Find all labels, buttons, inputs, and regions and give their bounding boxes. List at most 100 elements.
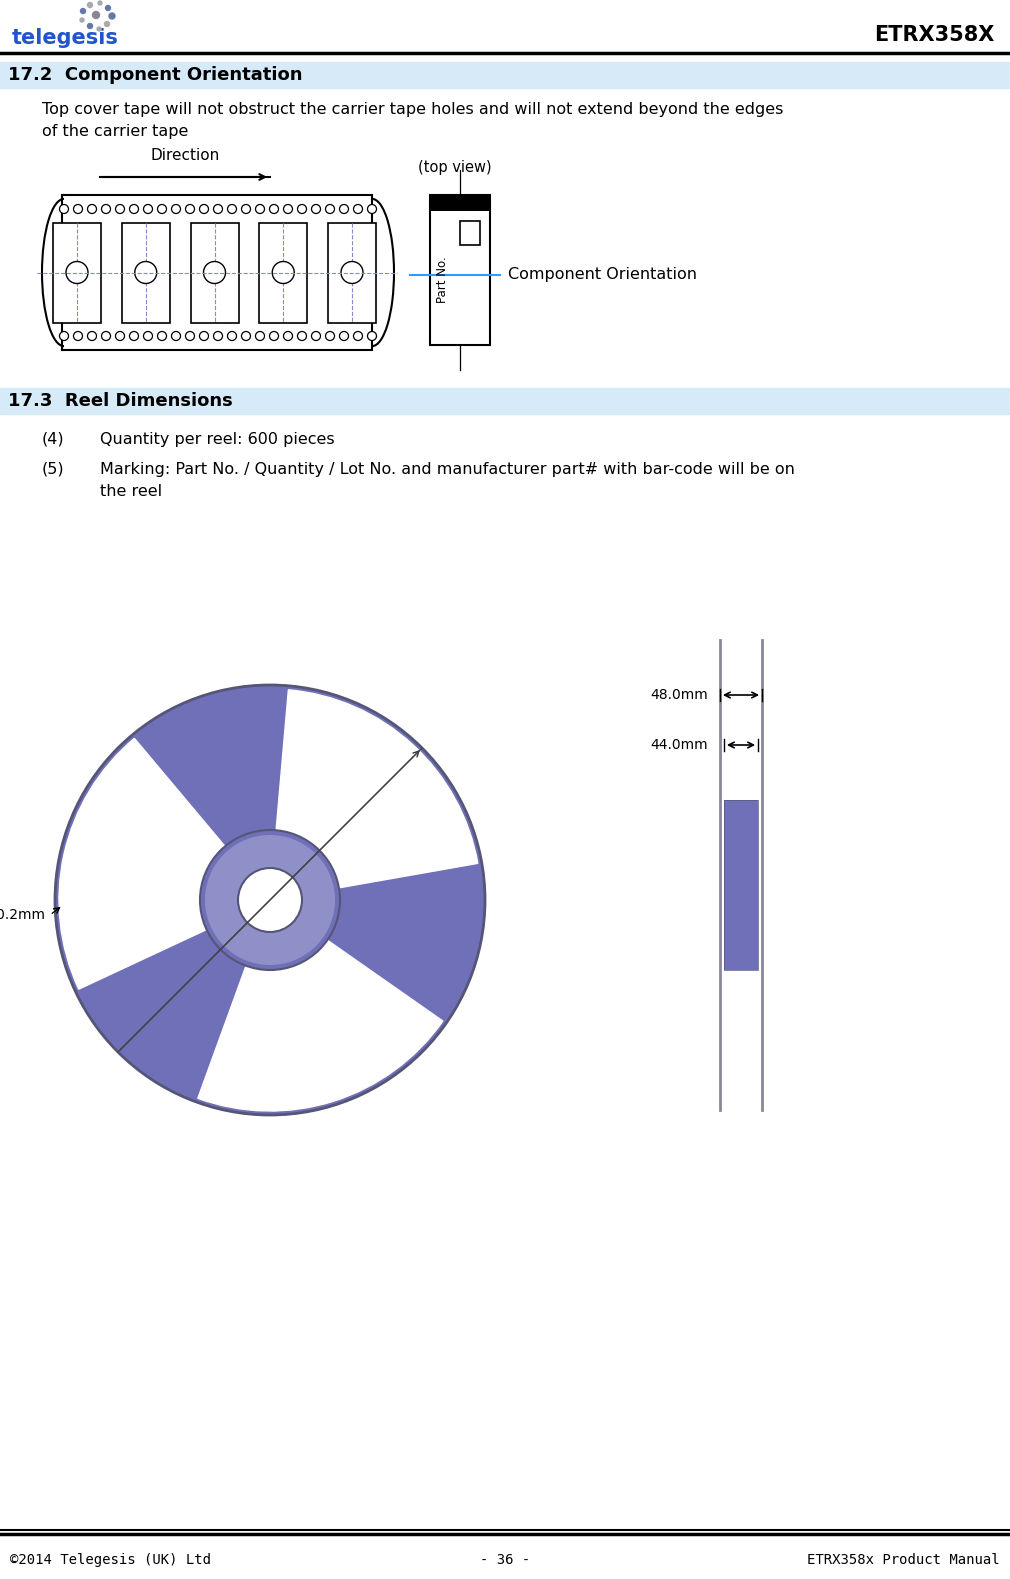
Circle shape: [98, 2, 102, 5]
Circle shape: [143, 332, 153, 341]
Text: Direction: Direction: [150, 148, 219, 163]
Circle shape: [368, 332, 377, 341]
Circle shape: [241, 205, 250, 213]
Circle shape: [270, 332, 279, 341]
Circle shape: [134, 262, 157, 284]
Circle shape: [368, 205, 377, 213]
Circle shape: [158, 332, 167, 341]
Circle shape: [115, 205, 124, 213]
Bar: [724, 801, 758, 970]
Circle shape: [284, 332, 293, 341]
Text: the reel: the reel: [100, 485, 163, 499]
Text: ETRX358x Product Manual: ETRX358x Product Manual: [807, 1554, 1000, 1566]
Circle shape: [325, 205, 334, 213]
Circle shape: [55, 685, 485, 1115]
Circle shape: [129, 332, 138, 341]
Circle shape: [270, 205, 279, 213]
Text: Dia 330.2mm: Dia 330.2mm: [0, 908, 45, 922]
Circle shape: [172, 332, 181, 341]
Text: Part No.: Part No.: [436, 257, 449, 303]
Text: 48.0mm: 48.0mm: [650, 688, 708, 703]
Circle shape: [213, 205, 222, 213]
Text: (top view): (top view): [418, 159, 492, 175]
Circle shape: [74, 205, 83, 213]
Circle shape: [88, 332, 97, 341]
Bar: [122, 223, 170, 322]
Text: Top cover tape will not obstruct the carrier tape holes and will not extend beyo: Top cover tape will not obstruct the car…: [42, 103, 784, 117]
Circle shape: [200, 332, 208, 341]
Text: Quantity per reel: 600 pieces: Quantity per reel: 600 pieces: [100, 433, 334, 447]
Wedge shape: [59, 739, 224, 988]
Wedge shape: [198, 941, 442, 1112]
Bar: [430, 194, 490, 344]
Circle shape: [104, 22, 109, 27]
Text: - 36 -: - 36 -: [480, 1554, 530, 1566]
Circle shape: [109, 13, 115, 19]
Circle shape: [339, 205, 348, 213]
Circle shape: [273, 262, 294, 284]
Text: Marking: Part No. / Quantity / Lot No. and manufacturer part# with bar-code will: Marking: Part No. / Quantity / Lot No. a…: [100, 463, 795, 477]
Circle shape: [200, 831, 340, 970]
Bar: [260, 223, 307, 322]
Bar: [724, 801, 758, 970]
Circle shape: [311, 332, 320, 341]
Circle shape: [60, 332, 69, 341]
Circle shape: [66, 262, 88, 284]
Circle shape: [200, 205, 208, 213]
Circle shape: [354, 332, 363, 341]
Circle shape: [325, 332, 334, 341]
Circle shape: [143, 205, 153, 213]
Circle shape: [74, 332, 83, 341]
Circle shape: [88, 205, 97, 213]
Bar: [62, 194, 372, 351]
Circle shape: [186, 205, 195, 213]
Circle shape: [115, 332, 124, 341]
Bar: [0, 388, 1010, 414]
Circle shape: [311, 205, 320, 213]
Bar: [328, 223, 376, 322]
Circle shape: [203, 262, 225, 284]
Circle shape: [80, 17, 84, 22]
Circle shape: [354, 205, 363, 213]
Circle shape: [60, 205, 69, 213]
Circle shape: [101, 205, 110, 213]
Text: (5): (5): [42, 463, 65, 477]
Text: Component Orientation: Component Orientation: [508, 267, 697, 283]
Circle shape: [101, 332, 110, 341]
Circle shape: [88, 24, 93, 28]
Text: 17.3  Reel Dimensions: 17.3 Reel Dimensions: [8, 392, 232, 411]
Circle shape: [93, 11, 100, 19]
Circle shape: [339, 332, 348, 341]
Text: ETRX358X: ETRX358X: [875, 25, 995, 44]
Circle shape: [298, 205, 306, 213]
Bar: [460, 221, 480, 245]
Circle shape: [129, 205, 138, 213]
Bar: [430, 194, 490, 212]
Wedge shape: [276, 690, 478, 887]
Circle shape: [241, 332, 250, 341]
Circle shape: [158, 205, 167, 213]
Text: of the carrier tape: of the carrier tape: [42, 125, 189, 139]
Text: 44.0mm: 44.0mm: [650, 737, 708, 752]
Circle shape: [205, 835, 335, 965]
Circle shape: [88, 3, 93, 8]
Circle shape: [284, 205, 293, 213]
Circle shape: [341, 262, 363, 284]
Bar: [0, 62, 1010, 88]
Bar: [191, 223, 238, 322]
Circle shape: [186, 332, 195, 341]
Circle shape: [97, 27, 101, 32]
Circle shape: [298, 332, 306, 341]
Circle shape: [172, 205, 181, 213]
Circle shape: [227, 205, 236, 213]
Circle shape: [81, 8, 86, 14]
Circle shape: [213, 332, 222, 341]
Text: telegesis: telegesis: [12, 28, 119, 47]
Circle shape: [238, 868, 302, 932]
Text: 17.2  Component Orientation: 17.2 Component Orientation: [8, 66, 303, 84]
Text: ©2014 Telegesis (UK) Ltd: ©2014 Telegesis (UK) Ltd: [10, 1554, 211, 1566]
Circle shape: [105, 5, 110, 11]
Text: (4): (4): [42, 433, 65, 447]
Circle shape: [227, 332, 236, 341]
Circle shape: [256, 332, 265, 341]
